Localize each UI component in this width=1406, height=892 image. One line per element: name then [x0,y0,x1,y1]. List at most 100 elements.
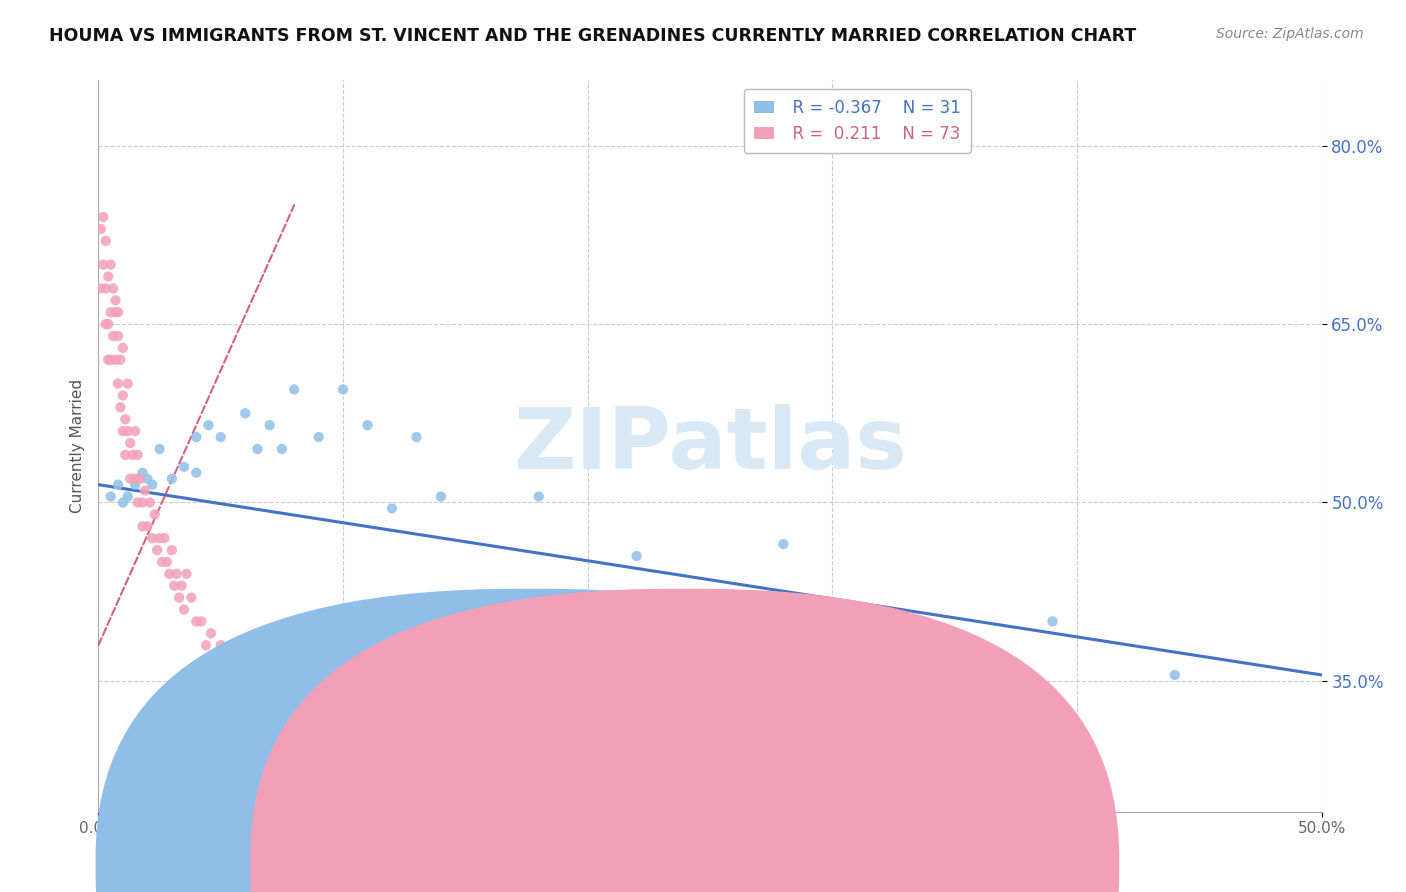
Point [94,317,117,331]
Point [246,442,269,456]
Point [186,430,208,444]
Point [121,448,143,462]
Point [259,686,281,700]
Point [120,436,142,450]
Point [90,281,112,295]
Point [91,210,114,224]
Point [180,591,202,605]
Point [104,305,127,319]
Point [163,579,186,593]
Point [136,472,159,486]
Point [101,281,124,295]
Point [209,638,232,652]
Point [283,709,305,723]
Point [149,442,172,456]
Point [270,442,294,456]
Point [205,650,228,665]
Point [100,258,122,272]
Point [146,543,169,558]
Point [1042,615,1064,629]
Legend:   R = -0.367    N = 31,   R =  0.211    N = 73: R = -0.367 N = 31, R = 0.211 N = 73 [744,88,970,153]
Point [233,406,256,420]
Point [209,430,232,444]
Point [173,602,195,616]
Point [170,579,193,593]
Point [107,477,129,491]
Point [107,376,129,391]
Point [134,483,156,498]
Point [110,352,132,367]
Y-axis label: Currently Married: Currently Married [69,379,84,513]
Point [100,352,122,367]
Point [117,424,139,438]
Point [131,495,153,509]
Point [110,401,132,415]
Text: Immigrants from St. Vincent and the Grenadines: Immigrants from St. Vincent and the Gren… [703,857,1107,875]
Point [160,543,183,558]
Point [100,490,122,504]
Point [156,555,179,569]
Point [111,388,134,402]
Point [104,352,127,367]
Point [97,317,120,331]
Point [186,466,208,480]
Point [190,615,212,629]
Point [124,472,146,486]
Point [111,424,134,438]
Text: Source: ZipAtlas.com: Source: ZipAtlas.com [1216,27,1364,41]
Point [173,459,195,474]
Point [120,472,142,486]
Point [127,495,149,509]
Point [259,418,281,433]
Point [100,305,122,319]
Point [405,430,427,444]
Point [197,418,219,433]
Point [430,490,453,504]
Point [157,566,180,581]
Point [166,566,188,581]
Text: HOUMA VS IMMIGRANTS FROM ST. VINCENT AND THE GRENADINES CURRENTLY MARRIED CORREL: HOUMA VS IMMIGRANTS FROM ST. VINCENT AND… [49,27,1136,45]
Point [381,769,404,783]
Point [195,638,218,652]
Point [129,472,152,486]
Point [143,508,166,522]
Text: ZIPatlas: ZIPatlas [513,404,907,488]
Point [626,549,648,563]
Point [381,501,404,516]
Point [114,412,136,426]
Point [141,531,163,545]
Point [233,673,256,688]
Point [97,352,120,367]
Point [141,477,163,491]
Point [114,448,136,462]
Point [150,555,173,569]
Point [167,591,190,605]
Point [200,626,222,640]
Point [101,329,124,343]
Point [104,293,127,308]
Point [332,383,354,397]
Point [117,376,139,391]
Text: Houma: Houma [548,857,607,875]
Point [127,448,149,462]
Point [107,329,129,343]
Point [94,281,117,295]
Point [117,490,139,504]
Point [176,566,198,581]
Point [111,495,134,509]
Point [131,466,153,480]
Point [107,305,129,319]
Point [1164,668,1187,682]
Point [308,430,330,444]
Point [308,733,330,747]
Point [332,745,354,759]
Point [772,537,794,551]
Point [131,519,153,533]
Point [94,234,117,248]
Point [246,686,269,700]
Point [153,531,176,545]
Point [91,258,114,272]
Point [124,424,146,438]
Point [90,222,112,236]
Point [136,519,159,533]
